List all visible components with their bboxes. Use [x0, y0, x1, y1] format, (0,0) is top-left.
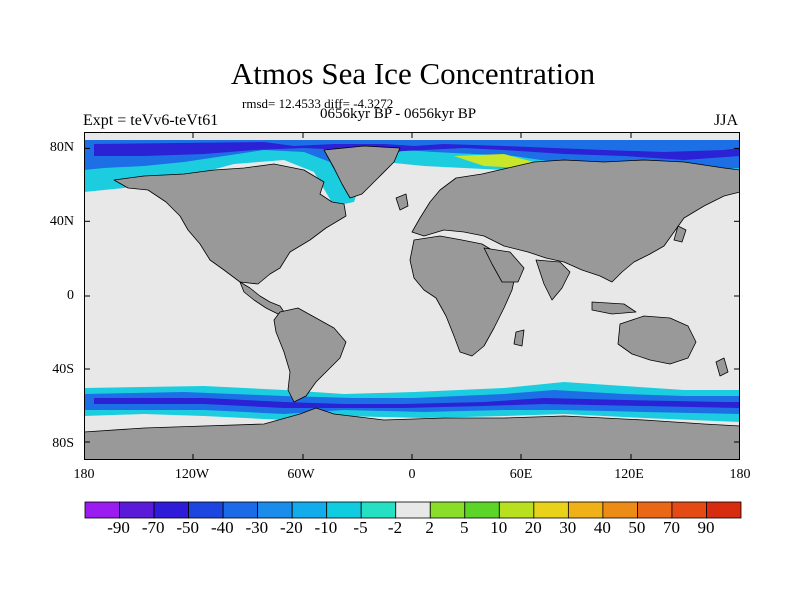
colorbar-swatch: [464, 501, 500, 519]
india: [535, 259, 571, 301]
colorbar-swatch: [188, 501, 224, 519]
colorbar: [84, 501, 742, 519]
colorbar-swatch: [567, 501, 604, 519]
colorbar-label: -20: [280, 518, 303, 537]
colorbar-swatch: [291, 501, 328, 519]
colorbar-swatch: [222, 501, 259, 519]
lon-label-120w: 120W: [174, 467, 210, 482]
period-text: 0656kyr BP - 0656kyr BP: [320, 106, 477, 122]
world-map: [84, 132, 740, 460]
lat-label-80n: 80N: [49, 140, 74, 155]
indonesia: [591, 301, 637, 315]
lat-label-0: 0: [67, 288, 74, 303]
colorbar-swatch: [360, 501, 397, 519]
colorbar-swatch: [671, 501, 707, 519]
lon-label-60w: 60W: [287, 467, 315, 482]
colorbar-label: -40: [210, 518, 234, 537]
colorbar-label: 90: [697, 518, 715, 537]
colorbar-label: -10: [314, 518, 338, 537]
madagascar: [513, 329, 525, 347]
colorbar-label: -90: [107, 518, 130, 537]
africa: [409, 235, 517, 357]
lat-label-40n: 40N: [49, 214, 74, 229]
lon-label-0: 0: [408, 467, 416, 482]
antarctic-ice-band: [84, 382, 740, 422]
map-title: Atmos Sea Ice Concentration: [230, 56, 596, 91]
lat-label-80s: 80S: [52, 436, 74, 451]
australia: [617, 315, 697, 365]
experiment-label: Expt = teVv6-teVt61: [83, 112, 219, 129]
lon-label-180w: 180: [73, 467, 95, 482]
colorbar-swatch: [119, 501, 155, 519]
colorbar-swatch: [706, 501, 742, 519]
colorbar-label: 30: [559, 518, 577, 537]
lon-label-60e: 60E: [509, 467, 533, 482]
colorbar-swatch: [498, 501, 535, 519]
season-label: JJA: [714, 112, 739, 129]
colorbar-swatch: [257, 501, 293, 519]
lat-label-40s: 40S: [52, 362, 74, 377]
colorbar-label: 20: [524, 518, 542, 537]
colorbar-label: 5: [459, 518, 469, 537]
colorbar-swatch: [602, 501, 638, 519]
colorbar-label: -50: [176, 518, 200, 537]
map-ticks: [84, 132, 740, 460]
japan: [673, 225, 687, 243]
colorbar-swatch: [153, 501, 189, 519]
lon-label-120e: 120E: [614, 467, 644, 482]
colorbar-label: -5: [353, 518, 368, 537]
colorbar-label: 2: [425, 518, 434, 537]
stats-text: rmsd= 12.4533 diff= -4.3272: [242, 96, 394, 111]
colorbar-label: 40: [593, 518, 611, 537]
colorbar-swatch: [429, 501, 466, 519]
colorbar-swatch: [326, 501, 362, 519]
north-america: [113, 163, 347, 285]
uk-ireland: [395, 193, 409, 211]
colorbar-label: 70: [663, 518, 680, 537]
arabia: [483, 247, 525, 283]
colorbar-label: 50: [628, 518, 646, 537]
colorbar-swatch: [637, 501, 673, 519]
south-america: [273, 307, 347, 403]
land-masses: [84, 145, 740, 460]
colorbar-label: 10: [490, 518, 508, 537]
greenland: [323, 145, 401, 199]
lon-label-180e: 180: [729, 467, 751, 482]
colorbar-label: -30: [245, 518, 269, 537]
colorbar-label: -2: [387, 518, 403, 537]
colorbar-label: -70: [141, 518, 165, 537]
antarctica: [84, 407, 740, 460]
colorbar-swatch: [84, 501, 120, 519]
colorbar-swatch: [395, 501, 431, 519]
eurasia: [411, 159, 740, 283]
colorbar-swatch: [533, 501, 569, 519]
new-zealand: [715, 357, 729, 377]
